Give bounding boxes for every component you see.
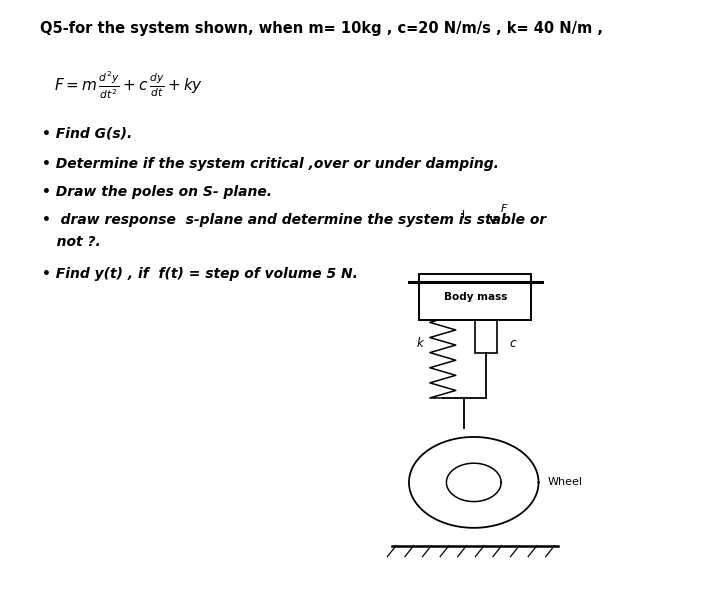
Text: Wheel: Wheel [547,478,582,487]
Text: Body mass: Body mass [444,292,507,302]
Bar [475,314,497,353]
Text: F: F [500,204,507,214]
Text: $F=m\,\frac{d^2y}{dt^2}+c\,\frac{dy}{dt}+ky$: $F=m\,\frac{d^2y}{dt^2}+c\,\frac{dy}{dt}… [54,69,203,101]
Text: not ?.: not ?. [42,235,101,249]
Text: k: k [416,337,423,350]
Text: • Find G(s).: • Find G(s). [42,127,132,140]
Text: c: c [509,337,516,350]
Text: •  draw response  s-plane and determine the system is stable or: • draw response s-plane and determine th… [42,213,546,227]
Text: • Draw the poles on S- plane.: • Draw the poles on S- plane. [42,185,271,199]
Bar [419,274,531,320]
Text: Q5-for the system shown, when m= 10kg , c=20 N/m/s , k= 40 N/m ,: Q5-for the system shown, when m= 10kg , … [40,21,603,36]
Text: • Determine if the system critical ,over or under damping.: • Determine if the system critical ,over… [42,157,499,171]
Text: • Find y(t) , if  f(t) = step of volume 5 N.: • Find y(t) , if f(t) = step of volume 5… [42,267,358,280]
